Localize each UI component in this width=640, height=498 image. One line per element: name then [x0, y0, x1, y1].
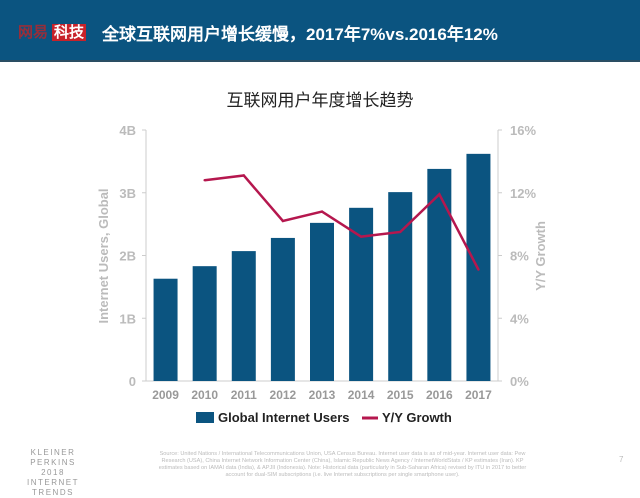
x-tick-label: 2014 — [348, 388, 375, 402]
x-tick-label: 2010 — [191, 388, 218, 402]
y-tick-label: 3B — [119, 186, 136, 201]
growth-line — [204, 174, 480, 271]
bar-2013 — [310, 222, 334, 381]
legend-label-growth: Y/Y Growth — [382, 410, 452, 425]
kp-brand: KLEINER PERKINS 2018 INTERNET TRENDS — [8, 448, 98, 498]
logo-text: 网易 — [18, 24, 49, 41]
y-tick-label: 2B — [119, 249, 136, 264]
growth-point — [203, 179, 206, 182]
logo-badge: 科技 — [52, 24, 87, 41]
slide-title: 全球互联网用户增长缓慢，2017年7%vs.2016年12% — [102, 25, 498, 44]
x-tick-label: 2015 — [387, 388, 414, 402]
legend-label-users: Global Internet Users — [218, 410, 349, 425]
x-tick-label: 2009 — [152, 388, 179, 402]
growth-point — [477, 268, 480, 271]
bar-2010 — [192, 266, 217, 381]
y2-tick-label: 12% — [510, 186, 536, 201]
page-number: 7 — [619, 455, 624, 464]
y-tick-label: 0 — [129, 374, 136, 389]
bar-2012 — [270, 237, 295, 381]
y2-tick-label: 8% — [510, 249, 529, 264]
source-note: Source: United Nations / International T… — [158, 451, 527, 478]
bar-2016 — [427, 168, 452, 381]
x-tick-label: 2016 — [426, 388, 453, 402]
growth-point — [399, 230, 402, 234]
growth-point — [320, 210, 324, 213]
growth-point — [281, 219, 285, 223]
x-tick-label: 2017 — [465, 388, 492, 402]
header-bar: 网易 科技 全球互联网用户增长缓慢，2017年7%vs.2016年12% — [0, 0, 640, 62]
legend-swatch-users — [196, 412, 214, 423]
y2-tick-label: 16% — [510, 123, 536, 138]
chart: 0 1B 2B 3B 4B 0% 4% 8% 12% 16% Internet Users, Glo… — [96, 123, 548, 425]
x-tick-label: 2011 — [231, 388, 257, 402]
netease-tech-logo: 网易 科技 — [18, 21, 87, 42]
x-tick-label: 2013 — [309, 388, 336, 402]
y2-tick-label: 4% — [510, 311, 529, 326]
bar-2011 — [231, 251, 256, 381]
y2-tick-label: 0% — [510, 374, 529, 389]
brand-line: KLEINER PERKINS — [30, 448, 76, 467]
y-tick-label: 4B — [119, 123, 136, 138]
y-tick-label: 1B — [119, 311, 136, 326]
chart-title: 互联网用户年度增长趋势 — [226, 91, 414, 110]
x-tick-label: 2012 — [270, 388, 297, 402]
growth-point — [359, 235, 363, 238]
growth-point — [242, 174, 245, 177]
brand-line: 2018 — [41, 468, 65, 477]
y-axis-label: Internet Users, Global — [96, 188, 111, 323]
bar-2015 — [388, 192, 413, 381]
bar-2014 — [349, 207, 374, 381]
growth-point — [438, 193, 441, 196]
brand-line: INTERNET TRENDS — [27, 478, 79, 497]
bar-2009 — [153, 278, 178, 381]
y2-axis-label: Y/Y Growth — [533, 221, 548, 291]
